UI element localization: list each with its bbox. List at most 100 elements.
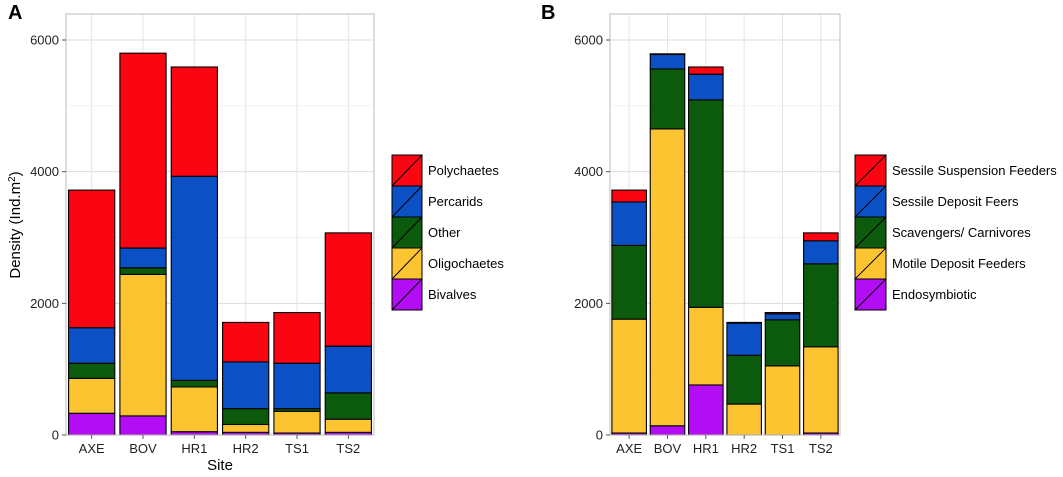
x-tick-label-hr2: HR2	[233, 441, 259, 456]
bar-hr1-polychaetes	[170, 66, 218, 177]
x-ticks-b: AXE BOV HR1 HR2 TS1 TS2	[616, 435, 833, 456]
bar-hr2-oligochaetes	[222, 423, 270, 433]
bar-hr1-percarids	[170, 175, 218, 381]
legend-label-sessile-deposit-feers: Sessile Deposit Feers	[892, 194, 1019, 209]
bar-ts1-oligochaetes	[273, 410, 321, 434]
legend-key-slash-motile-deposit-feeders	[854, 247, 887, 280]
panel-label-a: A	[8, 2, 22, 24]
x-tick-label-bov: BOV	[129, 441, 157, 456]
bar-axe-oligochaetes	[68, 377, 116, 414]
bar-bov-percarids	[119, 247, 167, 269]
plot-area-b	[610, 14, 840, 435]
bar-ts2-polychaetes	[324, 232, 372, 347]
bars-a	[68, 52, 372, 436]
legend-label-percarids: Percarids	[428, 194, 483, 209]
bar-hr1-sessile-deposit-feers	[688, 73, 724, 101]
bar-ts2-percarids	[324, 345, 372, 394]
x-tick-label-axe: AXE	[616, 441, 642, 456]
bar-bov-bivalves	[119, 415, 167, 436]
bar-ts1-scavengers-carnivores	[764, 319, 801, 367]
x-tick-label-hr1: HR1	[181, 441, 207, 456]
x-tick-label-ts1: TS1	[771, 441, 795, 456]
legend-label-oligochaetes: Oligochaetes	[428, 256, 504, 271]
y-tick-label-6000: 6000	[30, 33, 59, 48]
y-tick-label-0: 0	[52, 428, 59, 443]
bar-hr1-other	[170, 379, 218, 388]
chart-panel-b: B 0 2000 4000 6000 AXE BOV HR1 HR2 TS1 TS2 Sessi…	[541, 2, 1057, 456]
bar-bov-motile-deposit-feeders	[649, 128, 686, 427]
bar-hr2-scavengers-carnivores	[726, 354, 762, 405]
y-axis-title-a-sup: 2	[7, 176, 18, 182]
bar-hr1-sessile-suspension-feeders	[688, 66, 724, 75]
legend-key-slash-scavengers-carnivores	[854, 216, 887, 249]
legend-key-slash-other	[391, 216, 423, 249]
legend-label-scavengers-carnivores: Scavengers/ Carnivores	[892, 225, 1031, 240]
legend-key-slash-polychaetes	[391, 154, 423, 187]
bar-ts1-motile-deposit-feeders	[764, 365, 801, 436]
bars-b	[611, 53, 839, 436]
x-axis-title-a: Site	[207, 457, 233, 474]
y-ticks-a: 0 2000 4000 6000	[30, 33, 66, 443]
bar-axe-scavengers-carnivores	[611, 244, 647, 320]
bar-ts2-scavengers-carnivores	[803, 263, 839, 348]
bar-ts2-sessile-suspension-feeders	[803, 232, 839, 242]
legend-label-sessile-suspension-feeders: Sessile Suspension Feeders	[892, 163, 1057, 178]
bar-bov-polychaetes	[119, 52, 167, 249]
bar-ts2-oligochaetes	[324, 418, 372, 433]
bar-hr2-sessile-deposit-feers	[726, 322, 762, 356]
bar-hr2-sessile-suspension-feeders	[726, 321, 762, 324]
bar-bov-sessile-suspension-feeders	[649, 53, 686, 56]
legend-a: Polychaetes Percarids Other Oligochaetes Biv…	[391, 154, 504, 311]
panel-label-b: B	[541, 2, 555, 24]
legend-key-slash-oligochaetes	[391, 247, 423, 280]
bar-bov-sessile-deposit-feers	[649, 53, 686, 70]
bar-bov-scavengers-carnivores	[649, 68, 686, 130]
bar-axe-motile-deposit-feeders	[611, 318, 647, 434]
legend-key-slash-sessile-deposit-feers	[854, 185, 887, 218]
bar-hr1-endosymbiotic	[688, 384, 724, 436]
bar-axe-sessile-deposit-feers	[611, 201, 647, 246]
y-tick-label-6000: 6000	[574, 33, 603, 48]
x-tick-label-axe: AXE	[79, 441, 105, 456]
bar-hr2-percarids	[222, 361, 270, 410]
bar-ts2-motile-deposit-feeders	[803, 346, 839, 434]
legend-key-slash-sessile-suspension-feeders	[854, 154, 887, 187]
y-axis-title-a: Density (Ind.m2)	[7, 171, 25, 278]
x-tick-label-hr2: HR2	[731, 441, 757, 456]
legend-label-endosymbiotic: Endosymbiotic	[892, 287, 977, 302]
bar-hr2-polychaetes	[222, 321, 270, 363]
y-tick-label-4000: 4000	[30, 164, 59, 179]
x-tick-label-ts1: TS1	[285, 441, 309, 456]
bar-ts2-other	[324, 392, 372, 420]
bar-axe-polychaetes	[68, 189, 116, 329]
plot-area-a	[66, 14, 374, 435]
bar-bov-endosymbiotic	[649, 425, 686, 436]
plot-border-b	[609, 13, 841, 436]
bar-ts1-sessile-deposit-feers	[764, 313, 801, 321]
y-axis-title-a-close: )	[7, 171, 24, 176]
y-axis-title-a-text: Density (Ind.m	[7, 182, 24, 279]
bar-axe-sessile-suspension-feeders	[611, 189, 647, 203]
bar-ts2-sessile-deposit-feers	[803, 240, 839, 265]
legend-label-polychaetes: Polychaetes	[428, 163, 499, 178]
bar-ts1-percarids	[273, 362, 321, 410]
x-ticks-a: AXE BOV HR1 HR2 TS1 TS2	[79, 435, 360, 456]
y-tick-label-0: 0	[596, 428, 603, 443]
x-tick-label-ts2: TS2	[336, 441, 360, 456]
plot-border-a	[65, 13, 375, 436]
bar-hr1-scavengers-carnivores	[688, 99, 724, 308]
bar-bov-other	[119, 267, 167, 275]
bar-ts1-polychaetes	[273, 311, 321, 364]
bar-axe-bivalves	[68, 412, 116, 436]
bar-hr1-motile-deposit-feeders	[688, 306, 724, 386]
x-tick-label-ts2: TS2	[809, 441, 833, 456]
legend-key-slash-percarids	[391, 185, 423, 218]
legend-key-slash-endosymbiotic	[854, 278, 887, 311]
legend-label-motile-deposit-feeders: Motile Deposit Feeders	[892, 256, 1026, 271]
bar-bov-oligochaetes	[119, 273, 167, 417]
x-tick-label-hr1: HR1	[693, 441, 719, 456]
bar-hr1-oligochaetes	[170, 386, 218, 433]
y-tick-label-2000: 2000	[30, 296, 59, 311]
